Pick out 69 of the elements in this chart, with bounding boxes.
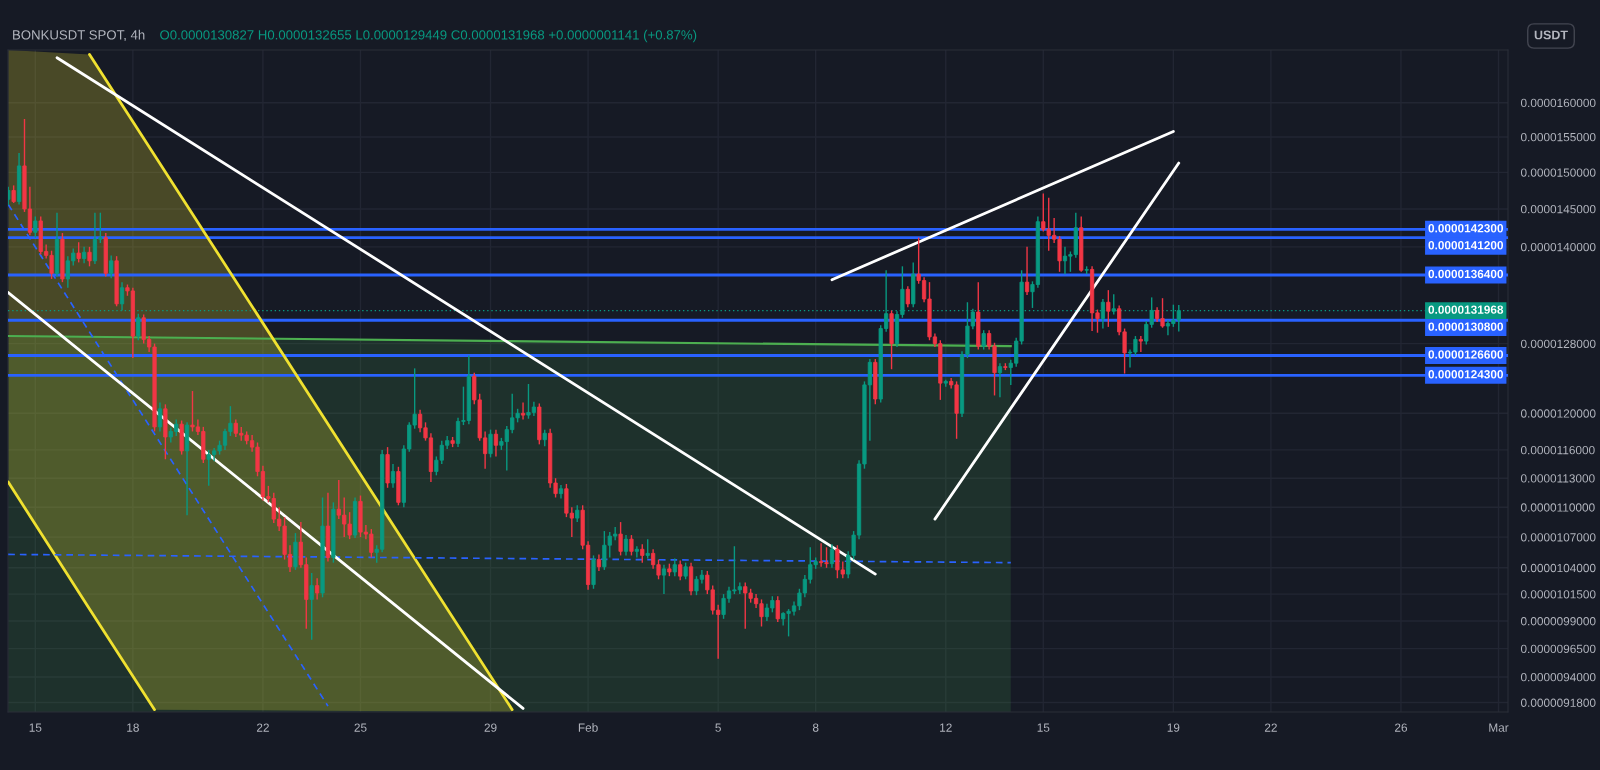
x-tick-label: 22 [256,723,269,732]
candlestick [645,538,650,560]
chart-subtitle: O0.0000130827 H0.0000132655 L0.0000129449 C0.0000131968 +0.0000001141 (+0.87%) [160,29,697,43]
candlestick [493,428,499,458]
chart-title: BONKUSDT SPOT, 4h [13,29,145,42]
candlestick [905,285,910,308]
candlestick [629,534,634,557]
candlestick [640,543,645,564]
candlestick [1138,335,1143,353]
ref-line-label: 0.0000124300 [1428,370,1504,379]
ref-line-label: 0.0000130800 [1428,322,1504,331]
y-tick-label: 0.0000116000 [1520,445,1595,455]
y-tick-label: 0.0000160000 [1520,98,1596,108]
candlestick [634,545,639,559]
y-tick-label: 0.0000091800 [1520,698,1596,707]
y-axis-title: USDT [1534,30,1568,40]
x-tick-label: 12 [940,723,952,732]
y-tick-label: 0.0000110000 [1520,503,1595,512]
candlestick [520,401,526,421]
candlestick [1024,246,1030,296]
candlestick [678,559,683,582]
candlestick [157,401,163,433]
ref-line-label: 0.0000142300 [1428,224,1504,233]
ref-line-label: 0.0000141200 [1428,241,1504,250]
x-tick-label: 5 [715,723,721,732]
candlestick [997,362,1003,398]
ref-line-label: 0.0000131968 [1428,305,1504,314]
candlestick [136,312,141,341]
candlestick [33,215,38,239]
y-tick-label: 0.0000113000 [1520,474,1595,483]
x-tick-label: 8 [812,723,819,732]
candlestick [109,254,114,279]
candlestick [315,577,320,601]
y-tick-label: 0.0000140000 [1520,242,1596,252]
candlestick [775,595,780,623]
ref-line-label: 0.0000126600 [1428,350,1504,359]
candlestick [76,241,81,264]
candlestick [87,246,92,268]
x-tick-label: 29 [484,723,497,732]
y-tick-label: 0.0000104000 [1520,563,1596,573]
y-tick-label: 0.0000096500 [1520,644,1596,654]
candlestick [618,521,623,557]
candlestick [1106,289,1111,328]
x-tick-label: 15 [1037,723,1050,732]
y-tick-label: 0.0000155000 [1520,133,1596,142]
candlestick [829,543,835,569]
y-tick-label: 0.0000107000 [1520,533,1596,542]
y-tick-label: 0.0000145000 [1520,205,1596,214]
x-tick-label: 15 [29,723,42,732]
candlestick [488,428,493,459]
x-tick-label: 25 [354,723,367,732]
y-tick-label: 0.0000128000 [1520,339,1596,349]
x-tick-label: Mar [1489,723,1509,732]
y-tick-label: 0.0000101500 [1520,590,1596,599]
x-tick-label: Feb [578,723,598,732]
candlestick [309,572,314,641]
x-tick-label: 22 [1264,723,1277,732]
candlestick [661,564,667,595]
candlestick [390,463,396,489]
x-tick-label: 18 [127,723,139,732]
x-tick-label: 19 [1167,723,1180,732]
x-tick-label: 26 [1395,723,1408,732]
y-tick-label: 0.0000150000 [1520,168,1596,177]
candlestick [981,329,986,351]
ref-line-label: 0.0000136400 [1428,269,1504,279]
y-tick-label: 0.0000120000 [1520,409,1596,418]
y-tick-label: 0.0000094000 [1520,673,1596,682]
y-tick-label: 0.0000099000 [1520,617,1596,626]
candlestick [623,534,629,557]
